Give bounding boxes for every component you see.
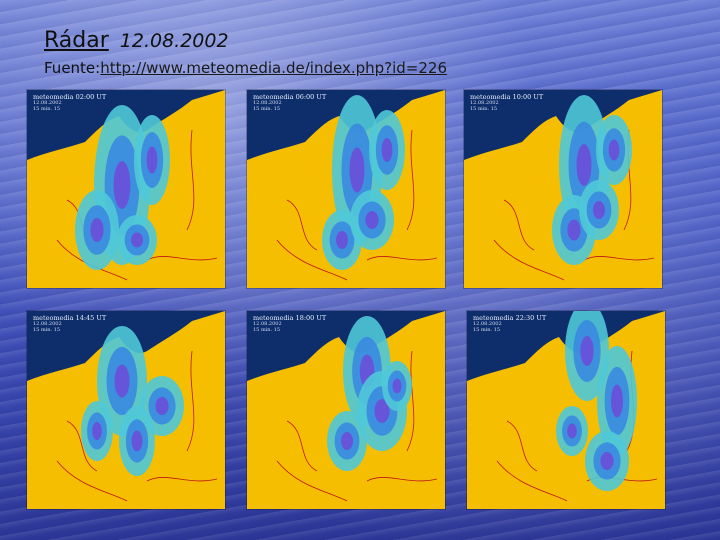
- rain-echo: [131, 232, 143, 248]
- panel-sub: 15 min. 15: [253, 106, 281, 113]
- radar-map: [467, 311, 665, 509]
- panel-time: meteomedia 22:30 UT: [473, 314, 547, 322]
- panel-sub: 15 min. 15: [473, 327, 501, 334]
- land-area: [247, 311, 445, 509]
- rain-echo: [349, 147, 365, 193]
- radar-panel-3: meteomedia 10:00 UT 12.08.2002 15 min. 15: [463, 89, 663, 289]
- rain-echo: [608, 139, 620, 161]
- panel-timestamp: meteomedia 14:45 UT 12.08.2002 15 min. 15: [33, 314, 107, 334]
- radar-map: [247, 90, 445, 288]
- rain-echo: [365, 211, 379, 229]
- radar-map: [27, 90, 225, 288]
- panel-timestamp: meteomedia 18:00 UT 12.08.2002 15 min. 15: [253, 314, 327, 334]
- panel-date: 12.08.2002: [33, 321, 62, 328]
- slide-title: Rádar 12.08.2002: [44, 28, 229, 53]
- rain-echo: [576, 144, 592, 186]
- panel-time: meteomedia 02:00 UT: [33, 93, 107, 101]
- radar-map: [464, 90, 662, 288]
- panel-date: 12.08.2002: [473, 321, 502, 328]
- rain-echo: [155, 397, 169, 415]
- rain-echo: [611, 384, 623, 418]
- rain-echo: [374, 399, 390, 423]
- panel-time: meteomedia 14:45 UT: [33, 314, 107, 322]
- rain-echo: [92, 422, 102, 440]
- source-label: Fuente:: [44, 59, 101, 77]
- title-main: Rádar: [44, 28, 109, 53]
- rain-echo: [113, 161, 131, 209]
- panel-sub: 15 min. 15: [470, 106, 498, 113]
- radar-panel-2: meteomedia 06:00 UT 12.08.2002 15 min. 15: [246, 89, 446, 289]
- country-borders: [276, 129, 438, 281]
- source-line: Fuente:http://www.meteomedia.de/index.ph…: [44, 59, 447, 77]
- country-borders: [276, 350, 438, 502]
- panel-sub: 15 min. 15: [33, 106, 61, 113]
- panel-date: 12.08.2002: [470, 100, 499, 107]
- panel-date: 12.08.2002: [253, 100, 282, 107]
- panel-timestamp: meteomedia 06:00 UT 12.08.2002 15 min. 15: [253, 93, 327, 113]
- rain-echo: [131, 430, 143, 452]
- rain-echo: [392, 378, 402, 394]
- rain-echo: [567, 219, 581, 241]
- panel-time: meteomedia 06:00 UT: [253, 93, 327, 101]
- rain-echo: [567, 423, 577, 439]
- rain-echo: [90, 218, 104, 242]
- panel-timestamp: meteomedia 22:30 UT 12.08.2002 15 min. 15: [473, 314, 547, 334]
- radar-panel-6: meteomedia 22:30 UT 12.08.2002 15 min. 15: [466, 310, 666, 510]
- panel-date: 12.08.2002: [33, 100, 62, 107]
- country-borders: [493, 129, 655, 281]
- rain-echo: [381, 138, 393, 162]
- rain-echo: [336, 231, 348, 249]
- rain-echo: [341, 432, 353, 450]
- radar-map: [247, 311, 445, 509]
- radar-map: [27, 311, 225, 509]
- rain-echo: [580, 336, 594, 366]
- source-link[interactable]: http://www.meteomedia.de/index.php?id=22…: [100, 59, 447, 77]
- panel-timestamp: meteomedia 10:00 UT 12.08.2002 15 min. 15: [470, 93, 544, 113]
- panel-date: 12.08.2002: [253, 321, 282, 328]
- panel-sub: 15 min. 15: [33, 327, 61, 334]
- panel-timestamp: meteomedia 02:00 UT 12.08.2002 15 min. 15: [33, 93, 107, 113]
- rain-echo: [114, 364, 130, 398]
- rain-echo: [593, 201, 605, 219]
- radar-panel-4: meteomedia 14:45 UT 12.08.2002 15 min. 15: [26, 310, 226, 510]
- title-date: 12.08.2002: [119, 30, 229, 52]
- radar-panel-1: meteomedia 02:00 UT 12.08.2002 15 min. 15: [26, 89, 226, 289]
- panel-time: meteomedia 10:00 UT: [470, 93, 544, 101]
- country-borders: [56, 350, 218, 502]
- radar-panel-5: meteomedia 18:00 UT 12.08.2002 15 min. 15: [246, 310, 446, 510]
- rain-echo: [146, 146, 158, 174]
- panel-sub: 15 min. 15: [253, 327, 281, 334]
- panel-time: meteomedia 18:00 UT: [253, 314, 327, 322]
- rain-echo: [600, 452, 614, 470]
